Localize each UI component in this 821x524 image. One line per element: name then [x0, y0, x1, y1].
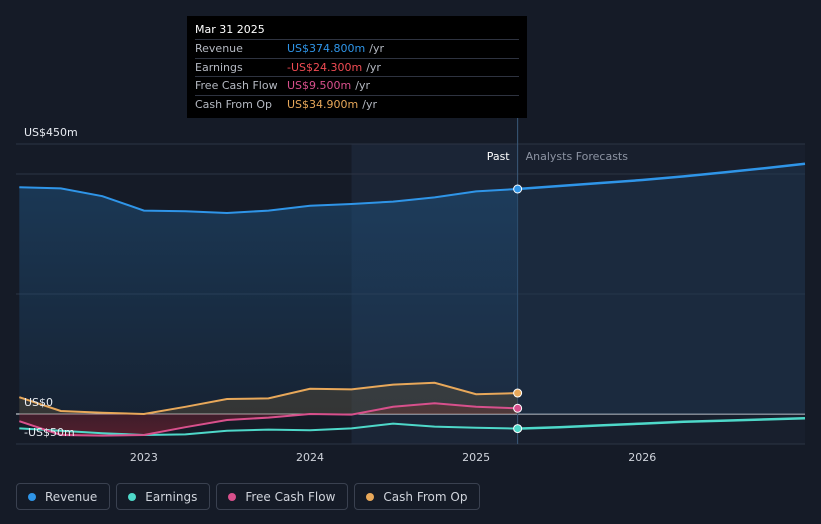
tooltip-date: Mar 31 2025 — [195, 23, 265, 36]
tooltip-label: Free Cash Flow — [195, 79, 278, 93]
legend-label: Free Cash Flow — [245, 489, 336, 504]
free-cash-flow-point — [513, 403, 523, 413]
tooltip-unit: /yr — [366, 60, 381, 74]
free-cash-flow-line — [18, 402, 518, 437]
cash-from-op-dot-icon — [366, 492, 375, 501]
tooltip-row-free-cash-flow: Free Cash Flow US$9.500m /yr — [195, 76, 519, 95]
legend: Revenue Earnings Free Cash Flow Cash Fro… — [16, 483, 481, 510]
revenue-point — [513, 184, 523, 194]
tooltip-value: US$374.800m — [287, 42, 366, 56]
legend-label: Cash From Op — [383, 489, 468, 504]
revenue-line — [19, 186, 518, 215]
tooltip-unit: /yr — [355, 79, 370, 93]
tooltip-value: US$34.900m — [287, 97, 359, 111]
earnings-dot-icon — [128, 492, 137, 501]
tooltip-row-revenue: Revenue US$374.800m /yr — [195, 39, 519, 58]
legend-item-earnings[interactable]: Earnings — [116, 483, 211, 510]
revenue-area — [19, 187, 518, 414]
legend-label: Earnings — [145, 489, 198, 504]
tooltip-value: US$9.500m — [287, 79, 352, 93]
free-cash-flow-dot-icon — [228, 492, 237, 501]
x-tick-label: 2024 — [296, 451, 324, 464]
tooltip-row-earnings: Earnings -US$24.300m /yr — [195, 57, 519, 77]
cash-from-op-point — [513, 388, 523, 398]
earnings-point — [513, 424, 523, 434]
x-tick-label: 2025 — [462, 451, 490, 464]
tooltip: Mar 31 2025 Revenue US$374.800m /yr Earn… — [187, 16, 527, 118]
tooltip-label: Revenue — [195, 42, 243, 56]
forecast-label: Analysts Forecasts — [526, 150, 629, 163]
tooltip-unit: /yr — [362, 97, 377, 111]
earnings-forecast-line — [517, 416, 806, 430]
legend-item-cash-from-op[interactable]: Cash From Op — [354, 483, 481, 510]
y-axis-label: US$450m — [24, 126, 78, 139]
revenue-forecast-line — [517, 162, 806, 191]
revenue-dot-icon — [28, 492, 36, 501]
tooltip-label: Cash From Op — [195, 97, 273, 111]
tooltip-value: -US$24.300m — [287, 60, 363, 74]
tooltip-label: Earnings — [195, 60, 243, 74]
x-tick-label: 2023 — [130, 451, 158, 464]
past-label: Past — [487, 150, 511, 163]
tooltip-unit: /yr — [369, 42, 384, 56]
y-axis-label: -US$50m — [24, 426, 75, 439]
y-axis-label: US$0 — [24, 396, 53, 409]
earnings-line — [19, 422, 518, 437]
x-tick-label: 2026 — [628, 451, 656, 464]
legend-item-free-cash-flow[interactable]: Free Cash Flow — [216, 483, 349, 510]
tooltip-row-cash-from-op: Cash From Op US$34.900m /yr — [195, 94, 519, 114]
revenue-forecast-area — [517, 163, 805, 414]
cash-from-op-line — [18, 381, 518, 416]
free-cash-flow-area — [19, 403, 518, 436]
legend-item-revenue[interactable]: Revenue — [16, 483, 111, 510]
legend-label: Revenue — [45, 489, 98, 504]
